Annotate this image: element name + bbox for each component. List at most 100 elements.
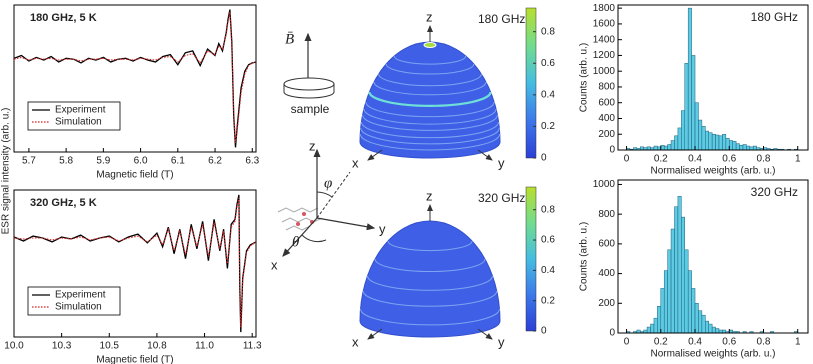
hemisphere-stripe <box>360 127 500 145</box>
colorbar <box>525 186 537 332</box>
colorbar-tick-label: 0.6 <box>541 58 555 69</box>
hemisphere-stripe <box>373 81 487 96</box>
axis-label: z <box>309 138 316 153</box>
chart-title: 320 GHz, 5 K <box>30 197 97 209</box>
y-tick-label: 1200 <box>593 50 616 61</box>
histogram-bar <box>684 63 689 151</box>
x-tick-label: 0.4 <box>688 337 702 348</box>
histogram-bar <box>674 135 679 151</box>
plot-frame <box>617 4 809 151</box>
y-axis-label: Counts (arb. u.) <box>579 222 590 291</box>
x-tick-label: 1 <box>795 337 801 348</box>
y-tick-label: 400 <box>598 113 615 124</box>
colorbar-tick-label: 0 <box>541 326 547 337</box>
axis-label: x <box>271 257 278 272</box>
histogram-bar <box>674 206 679 334</box>
histogram-bar <box>681 110 686 151</box>
x-tick-label: 0.2 <box>654 154 668 165</box>
histogram-bar <box>698 310 703 334</box>
histogram-bar <box>687 7 692 151</box>
x-tick-label: 0 <box>624 154 630 165</box>
angle-label: φ <box>324 175 332 191</box>
histogram-bar <box>708 132 713 151</box>
chart-title: 320 GHz <box>751 185 798 199</box>
hemisphere-stripe <box>362 290 498 307</box>
x-tick-label: 6.2 <box>208 156 222 167</box>
histogram-bar <box>677 196 682 334</box>
histogram-bar <box>670 228 675 334</box>
y-tick-label: 200 <box>598 129 615 140</box>
y-axis-label: Counts (arb. u.) <box>579 43 590 112</box>
x-tick-label: 10.8 <box>147 341 167 352</box>
x-axis <box>367 149 383 161</box>
legend-label: Simulation <box>55 117 102 128</box>
y-tick-label: 1600 <box>593 19 616 30</box>
legend-box <box>27 286 121 316</box>
histogram-bar <box>718 135 723 151</box>
hemisphere-stripe <box>374 258 486 273</box>
x-tick-label: 0.2 <box>654 337 668 348</box>
histogram-bar <box>732 141 737 151</box>
y-axis <box>477 328 493 340</box>
field-label: B̄ <box>285 31 294 47</box>
x-tick-label: 10.5 <box>100 341 120 352</box>
axis-label: z <box>426 9 433 24</box>
histogram-bar <box>667 249 672 334</box>
histogram-bar <box>694 303 699 334</box>
y-tick-label: 0 <box>609 145 615 156</box>
histogram-bar <box>653 145 658 151</box>
axis-label: x <box>352 334 359 349</box>
histogram-bar <box>735 143 740 151</box>
plot-frame <box>13 189 257 338</box>
sample-top <box>283 77 335 91</box>
x-axis-label: Magnetic field (T) <box>96 170 173 181</box>
x-tick-label: 5.8 <box>59 156 73 167</box>
histogram-bar <box>660 288 665 334</box>
histogram-bar <box>670 140 675 151</box>
hemisphere-stripe <box>378 73 482 87</box>
hemisphere-cap <box>423 42 437 48</box>
hemisphere-stripe <box>363 108 497 125</box>
hemisphere-stripe <box>360 308 500 326</box>
x-tick-label: 10.0 <box>4 341 24 352</box>
y-tick-label: 600 <box>598 239 615 250</box>
histogram-bar <box>687 270 692 334</box>
chart-title: 180 GHz <box>478 12 525 26</box>
histogram-bar <box>746 145 751 151</box>
histogram-bar <box>711 133 716 151</box>
plot-frame <box>617 179 809 334</box>
axis-label: z <box>426 188 433 203</box>
x-axis-label: Normalised weights (arb. u.) <box>650 166 775 177</box>
hemisphere-stripe <box>366 275 494 291</box>
hemisphere-stripe <box>393 55 467 65</box>
y-tick-label: 1000 <box>593 179 616 190</box>
hemisphere-stripe <box>368 91 492 107</box>
histogram-bar <box>739 145 744 151</box>
hemisphere <box>359 220 501 338</box>
x-tick-label: 11.0 <box>195 341 214 352</box>
x-tick-label: 5.7 <box>22 156 36 167</box>
x-tick-label: 0.6 <box>722 154 736 165</box>
colorbar-tick-label: 0.8 <box>541 26 555 37</box>
chart-title: 320 GHz <box>478 191 525 205</box>
legend-label: Simulation <box>55 302 102 313</box>
hemisphere-stripe <box>385 63 475 75</box>
histogram-bar <box>691 288 696 334</box>
histogram-bar <box>722 133 727 151</box>
hemisphere-stripe <box>365 101 495 118</box>
histogram-bar <box>684 249 689 334</box>
histogram-bar <box>660 145 665 151</box>
histogram-bar <box>729 140 733 151</box>
colorbar-tick-label: 0.2 <box>541 121 555 132</box>
histogram-bar <box>725 137 730 151</box>
histogram-bar <box>646 326 651 334</box>
legend-label: Experiment <box>55 290 106 301</box>
histogram-bar <box>667 144 672 151</box>
y-tick-label: 800 <box>598 209 615 220</box>
axis-label: y <box>498 334 505 349</box>
sample-sketch: B̄ sample <box>283 31 335 116</box>
histogram-bar <box>715 134 720 151</box>
y-tick-label: 1400 <box>593 34 616 45</box>
hemisphere-stripe <box>359 133 501 151</box>
